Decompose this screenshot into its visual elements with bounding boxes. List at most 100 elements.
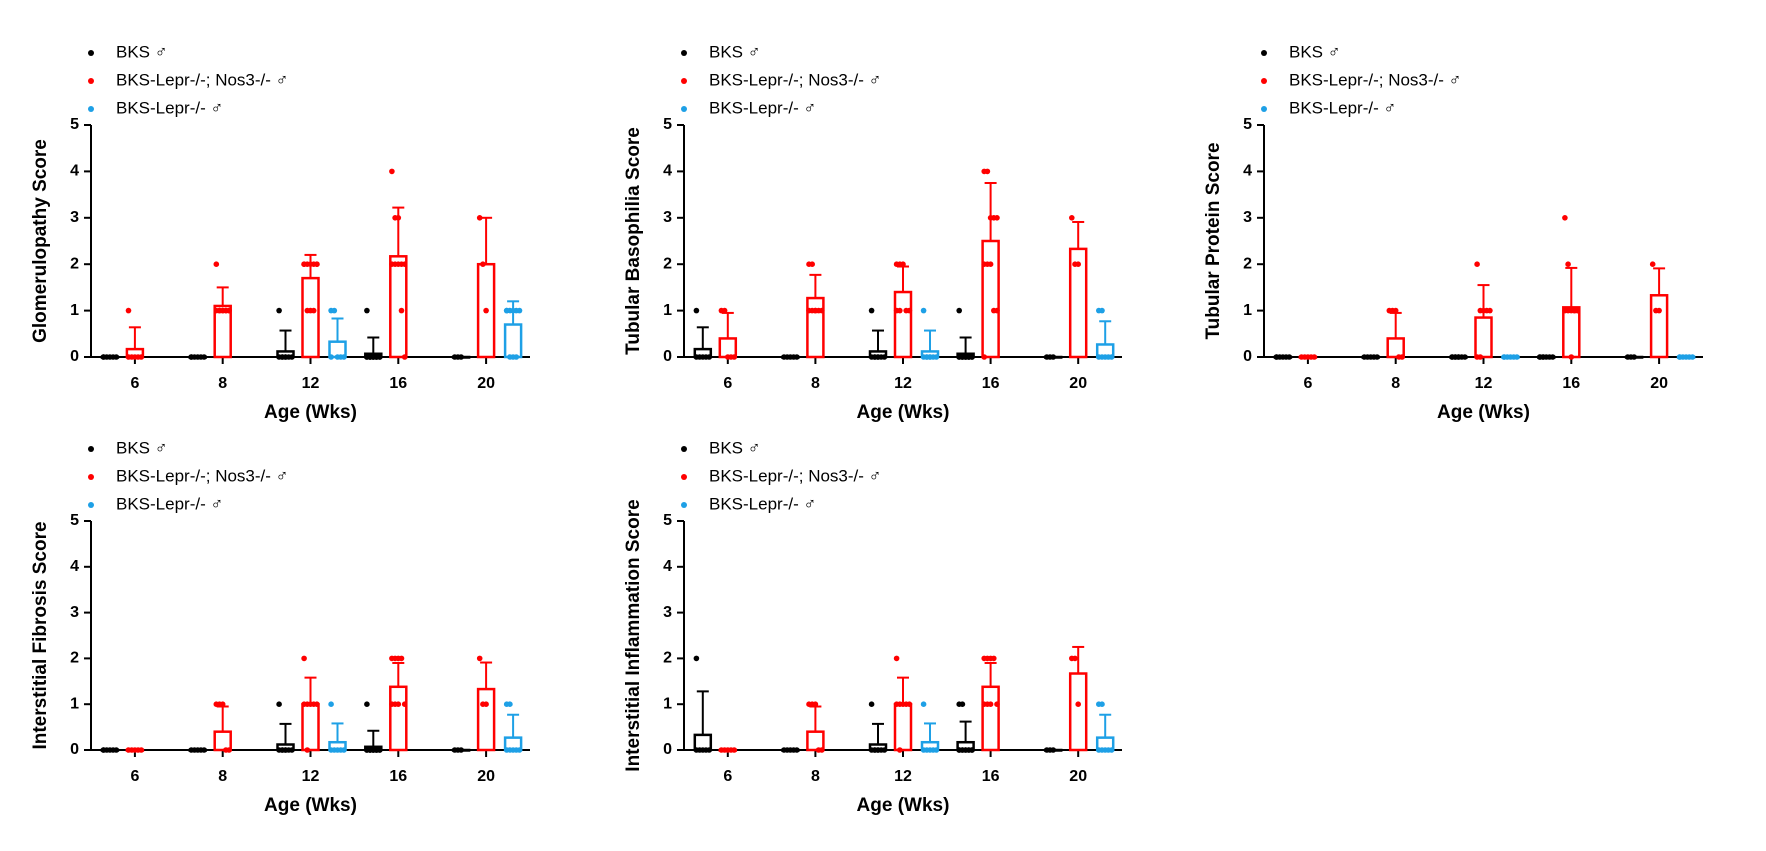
x-tick-label: 6 (130, 375, 139, 392)
y-tick-label: 0 (70, 741, 79, 758)
legend-label: BKS ♂ (1289, 42, 1341, 61)
data-point (927, 354, 933, 360)
panel: BKS ♂ BKS-Lepr-/-; Nos3-/- ♂ BKS-Lepr-/- ♂… (30, 438, 530, 816)
data-point (731, 354, 737, 360)
bar (1649, 294, 1669, 359)
data-point (219, 701, 226, 707)
y-tick-label: 3 (1243, 209, 1252, 226)
data-point (819, 747, 825, 753)
data-point (991, 655, 997, 662)
x-tick-label: 20 (477, 768, 495, 785)
data-point (401, 354, 408, 360)
y-axis-label: Glomerulopathy Score (30, 139, 51, 343)
data-point (1487, 307, 1493, 314)
data-point (301, 261, 307, 268)
data-point (1562, 215, 1568, 221)
data-point (693, 655, 700, 662)
data-point (1311, 354, 1318, 360)
data-point (868, 701, 875, 707)
bar (301, 276, 320, 359)
data-point (1075, 701, 1081, 707)
data-point (794, 354, 800, 360)
legend-marker (1261, 106, 1267, 112)
data-point (897, 307, 903, 314)
data-point (364, 307, 370, 314)
x-axis-label: Age (Wks) (264, 795, 357, 816)
data-point (1075, 261, 1081, 268)
data-point (483, 307, 489, 314)
bar (1562, 306, 1581, 359)
data-point (138, 747, 145, 753)
legend-label: BKS ♂ (709, 42, 761, 61)
y-tick-label: 5 (1243, 116, 1252, 133)
y-axis-label: Tubular Basophilia Score (623, 127, 644, 355)
data-point (373, 354, 380, 360)
data-point (314, 261, 320, 268)
data-point (328, 354, 334, 360)
panel: BKS ♂ BKS-Lepr-/-; Nos3-/- ♂ BKS-Lepr-/- ♂… (623, 438, 1122, 816)
data-point (395, 701, 402, 707)
data-point (226, 747, 232, 753)
panel: BKS ♂ BKS-Lepr-/-; Nos3-/- ♂ BKS-Lepr-/- ♂… (30, 42, 530, 423)
panel: BKS ♂ BKS-Lepr-/-; Nos3-/- ♂ BKS-Lepr-/- ♂… (1203, 42, 1703, 423)
data-point (398, 655, 405, 662)
y-tick-label: 4 (1243, 163, 1252, 180)
data-point (693, 354, 700, 360)
x-tick-label: 8 (218, 375, 227, 392)
x-tick-label: 16 (982, 375, 1000, 392)
y-tick-label: 5 (663, 116, 672, 133)
data-point (201, 747, 207, 753)
bar (389, 255, 408, 359)
y-tick-label: 2 (70, 255, 79, 272)
data-point (987, 701, 994, 707)
data-point (920, 307, 927, 314)
data-point (706, 354, 712, 360)
data-point (401, 261, 408, 268)
data-point (113, 747, 120, 753)
bar (981, 685, 1000, 752)
data-point (458, 747, 464, 753)
x-tick-label: 20 (1069, 768, 1087, 785)
y-tick-label: 4 (70, 163, 79, 180)
data-point (893, 655, 900, 662)
data-point (920, 747, 927, 753)
bar (1068, 672, 1088, 752)
data-point (1392, 307, 1399, 314)
data-point (341, 747, 347, 753)
data-point (476, 215, 483, 221)
x-tick-label: 12 (894, 375, 912, 392)
data-point (706, 747, 712, 753)
data-point (458, 354, 464, 360)
x-tick-label: 16 (389, 375, 407, 392)
data-point (282, 354, 289, 360)
data-point (959, 747, 966, 753)
data-point (389, 168, 395, 175)
data-point (881, 354, 888, 360)
data-point (328, 747, 334, 753)
data-point (1676, 354, 1683, 360)
data-point (959, 701, 966, 707)
bar (1474, 316, 1493, 359)
data-point (113, 354, 120, 360)
legend-marker (88, 78, 94, 84)
data-point (201, 354, 207, 360)
data-point (328, 701, 334, 707)
x-tick-label: 16 (982, 768, 1000, 785)
y-tick-label: 1 (70, 695, 79, 712)
bar (476, 687, 496, 752)
data-point (398, 307, 405, 314)
legend-label: BKS-Lepr-/- ♂ (116, 98, 223, 117)
y-axis-label: Interstitial Inflammation Score (623, 499, 644, 771)
data-point (875, 747, 881, 753)
data-point (966, 354, 972, 360)
x-tick-label: 8 (1391, 375, 1400, 392)
data-point (1108, 354, 1115, 360)
bar (213, 730, 232, 752)
data-point (1099, 747, 1105, 753)
data-point (1477, 354, 1484, 360)
data-point (226, 307, 232, 314)
bar (893, 702, 913, 752)
x-tick-label: 6 (723, 375, 732, 392)
data-point (1069, 215, 1075, 221)
